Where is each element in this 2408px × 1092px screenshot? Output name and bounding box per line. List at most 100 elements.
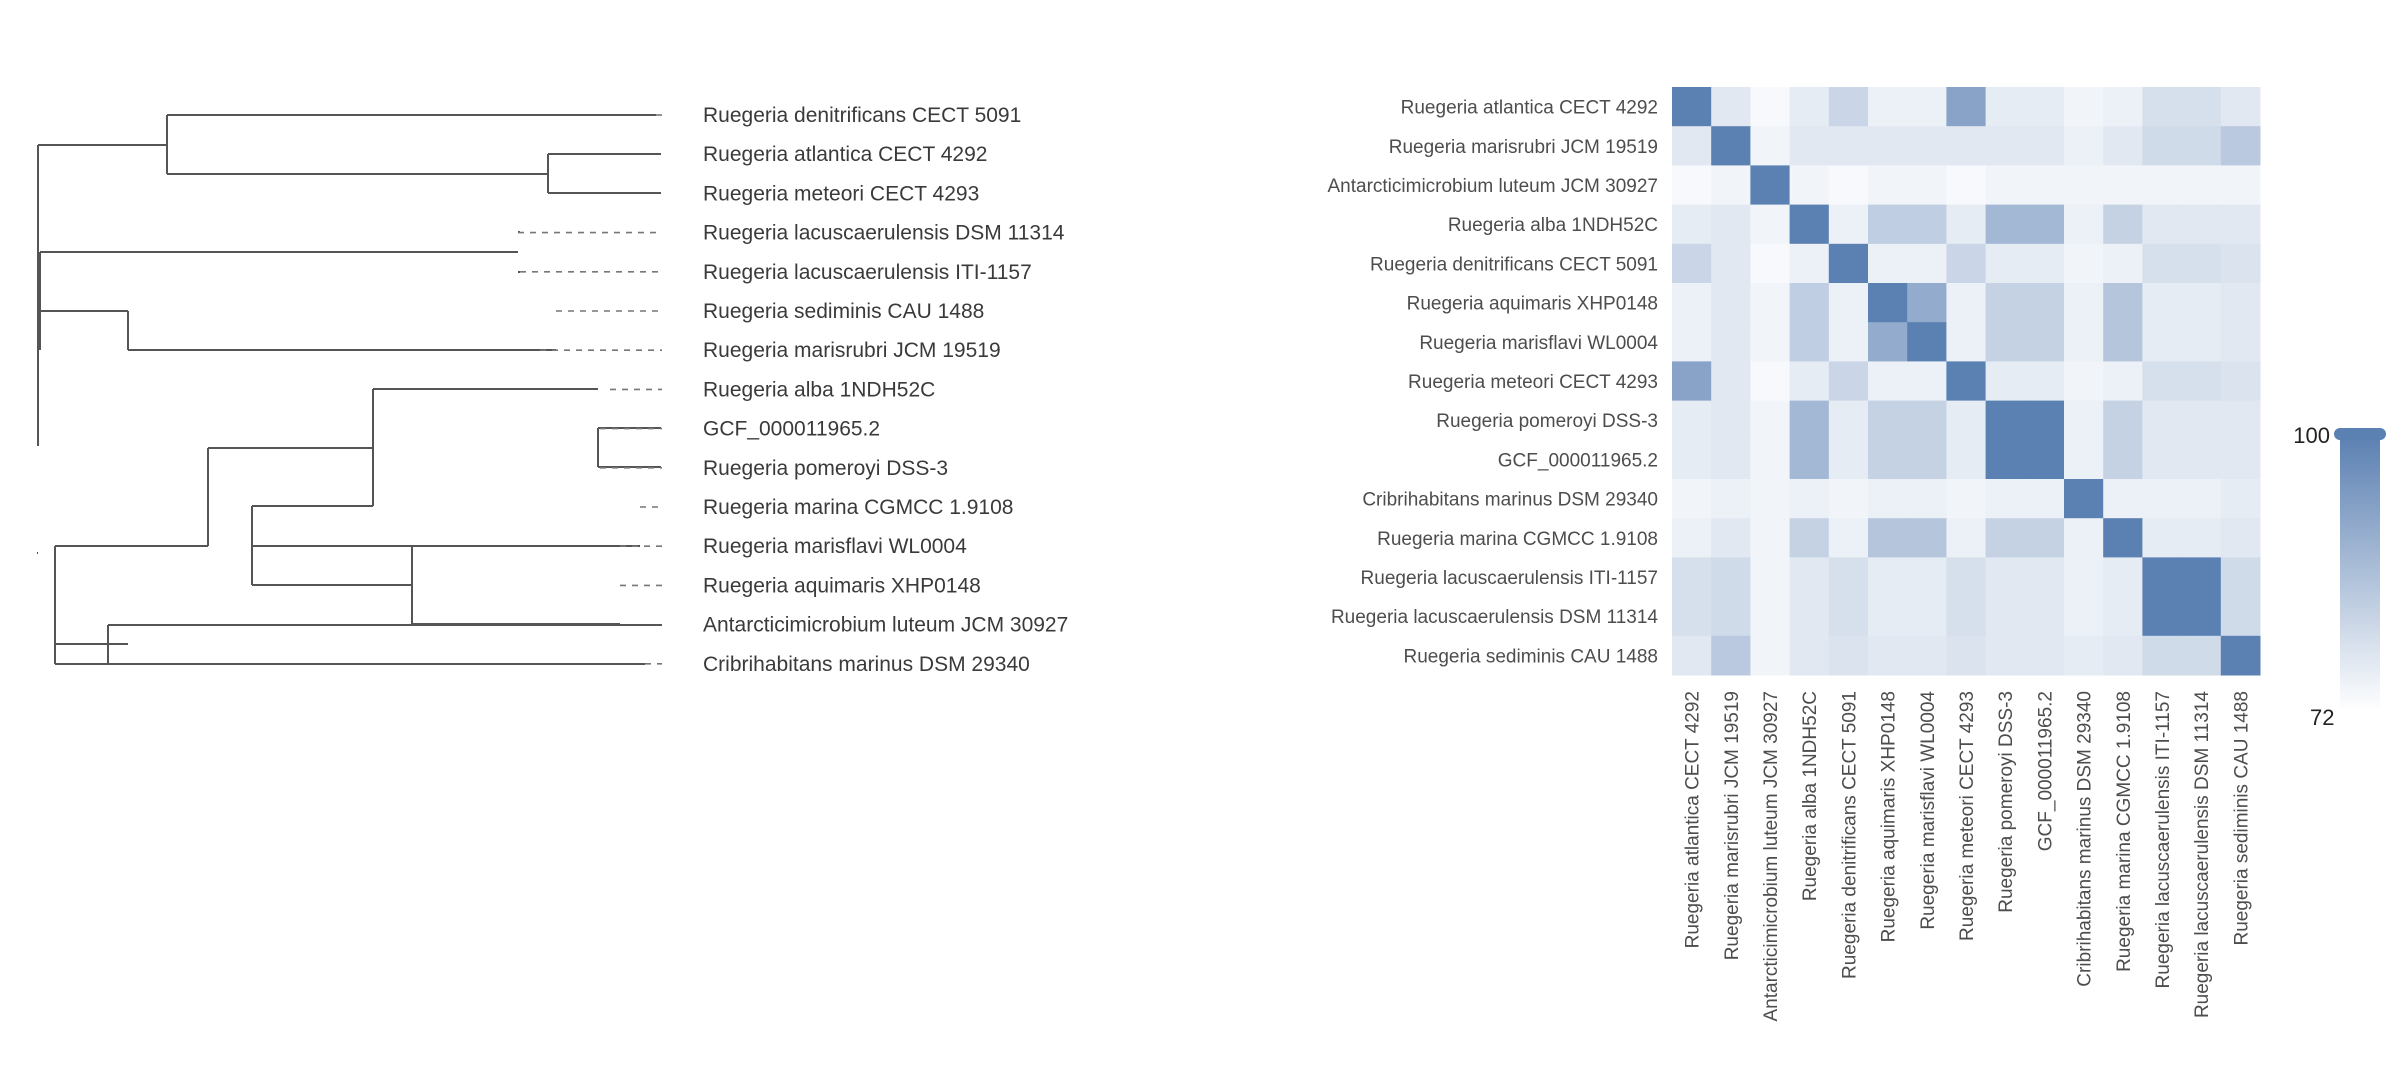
heatmap-cell xyxy=(2142,126,2183,166)
heatmap-cell xyxy=(2024,400,2065,441)
heatmap-cell xyxy=(1907,479,1947,519)
heatmap-column-label: Cribrihabitans marinus DSM 29340 xyxy=(2075,691,2096,987)
heatmap-cell xyxy=(2220,204,2261,245)
heatmap-cell xyxy=(1789,283,1830,323)
heatmap-cell xyxy=(2064,361,2104,402)
heatmap-cell xyxy=(1985,322,2026,362)
heatmap-row-label: Ruegeria alba 1NDH52C xyxy=(1448,215,1658,236)
tree-leaf-label: Ruegeria lacuscaerulensis ITI-1157 xyxy=(703,261,1032,284)
heatmap-cell xyxy=(2024,283,2065,323)
heatmap-cell xyxy=(1711,322,1751,362)
color-scale-min-label: 72 xyxy=(2310,705,2334,730)
heatmap-cell xyxy=(2103,439,2143,480)
heatmap-cell xyxy=(2103,126,2143,166)
heatmap-cell xyxy=(2103,204,2143,245)
heatmap-column-label: Ruegeria meteori CECT 4293 xyxy=(1957,691,1978,941)
heatmap-cell xyxy=(2181,596,2222,637)
heatmap-cell xyxy=(1868,400,1908,441)
heatmap-cell xyxy=(1946,439,1987,480)
phylogenetic-tree: Ruegeria denitrificans CECT 5091 Ruegeria… xyxy=(37,104,1068,676)
heatmap-cell xyxy=(1868,361,1908,402)
heatmap-cell xyxy=(1711,518,1751,558)
heatmap-cell xyxy=(2181,635,2222,676)
heatmap-cell xyxy=(1711,243,1751,284)
heatmap-cell xyxy=(2064,635,2104,676)
heatmap-cell xyxy=(1750,400,1791,441)
tree-leaf-label: Ruegeria aquimaris XHP0148 xyxy=(703,574,981,597)
heatmap-cell xyxy=(1789,439,1830,480)
heatmap-row-label: Ruegeria lacuscaerulensis DSM 11314 xyxy=(1331,607,1658,628)
heatmap-row-label: Ruegeria meteori CECT 4293 xyxy=(1408,372,1658,393)
heatmap-cell xyxy=(1946,204,1987,245)
heatmap-cell xyxy=(1789,518,1830,558)
heatmap-cell xyxy=(1946,283,1987,323)
heatmap-cell xyxy=(1789,479,1830,519)
heatmap-row-label: Ruegeria sediminis CAU 1488 xyxy=(1403,646,1658,667)
heatmap-cell xyxy=(1672,400,1712,441)
heatmap-cell xyxy=(2181,322,2222,362)
heatmap-cell xyxy=(1711,165,1751,206)
heatmap-cell xyxy=(2220,479,2261,519)
heatmap-cell xyxy=(1750,518,1791,558)
heatmap-cell xyxy=(1946,322,1987,362)
heatmap-column-label: Ruegeria lacuscaerulensis DSM 11314 xyxy=(2192,691,2213,1018)
heatmap-cell xyxy=(1907,635,1947,676)
color-scale-handle[interactable] xyxy=(2334,428,2386,440)
heatmap-cell xyxy=(2103,596,2143,637)
heatmap-cell xyxy=(1828,361,1869,402)
heatmap-cell xyxy=(1985,518,2026,558)
heatmap-cell xyxy=(1946,361,1987,402)
heatmap-cell xyxy=(2142,165,2183,206)
heatmap-cell xyxy=(1711,126,1751,166)
heatmap-cell xyxy=(2064,518,2104,558)
heatmap-cell xyxy=(1985,400,2026,441)
heatmap-row-label: Ruegeria lacuscaerulensis ITI-1157 xyxy=(1361,568,1658,589)
heatmap-cell xyxy=(1672,635,1712,676)
heatmap-cell xyxy=(1711,400,1751,441)
heatmap-cell xyxy=(1828,322,1869,362)
heatmap-cell xyxy=(1789,400,1830,441)
heatmap-cell xyxy=(2103,557,2143,598)
color-scale-bar xyxy=(2340,436,2380,711)
heatmap-cell xyxy=(1868,87,1908,127)
heatmap-cell xyxy=(1828,243,1869,284)
heatmap-cell xyxy=(2220,283,2261,323)
heatmap-cell xyxy=(1789,87,1830,127)
heatmap-cell xyxy=(1907,243,1947,284)
tree-leaf-label: Ruegeria lacuscaerulensis DSM 11314 xyxy=(703,222,1065,245)
heatmap-cell xyxy=(1907,439,1947,480)
heatmap-cell xyxy=(1907,126,1947,166)
heatmap-cell xyxy=(2064,283,2104,323)
heatmap-cell xyxy=(2024,126,2065,166)
heatmap-cell xyxy=(2142,479,2183,519)
heatmap-cell xyxy=(1672,126,1712,166)
heatmap-cell xyxy=(1868,283,1908,323)
heatmap-column-label: Ruegeria marisrubri JCM 19519 xyxy=(1722,691,1743,960)
heatmap-cell xyxy=(2103,165,2143,206)
heatmap-cell xyxy=(1868,518,1908,558)
heatmap-cell xyxy=(1828,635,1869,676)
heatmap-cell xyxy=(1907,400,1947,441)
heatmap-cell xyxy=(2181,283,2222,323)
heatmap-cell xyxy=(1789,361,1830,402)
heatmap-cell xyxy=(2024,518,2065,558)
color-scale: 100 72 xyxy=(2293,423,2386,730)
heatmap-cell xyxy=(2142,557,2183,598)
heatmap-cell xyxy=(2024,479,2065,519)
heatmap-cell xyxy=(1985,243,2026,284)
heatmap-cell xyxy=(2181,165,2222,206)
heatmap-row-label: Ruegeria aquimaris XHP0148 xyxy=(1407,294,1658,315)
heatmap-cell xyxy=(2181,479,2222,519)
heatmap-column-label: Ruegeria lacuscaerulensis ITI-1157 xyxy=(2153,691,2174,988)
heatmap-cell xyxy=(2220,87,2261,127)
heatmap-cell xyxy=(1985,439,2026,480)
tree-leaf-label: Ruegeria marisflavi WL0004 xyxy=(703,535,967,558)
heatmap-cell xyxy=(2181,361,2222,402)
heatmap-cell xyxy=(2220,400,2261,441)
heatmap-cell xyxy=(1985,596,2026,637)
heatmap-cell xyxy=(1985,361,2026,402)
heatmap-cell xyxy=(1828,439,1869,480)
heatmap-cell xyxy=(2064,596,2104,637)
heatmap-cell xyxy=(1789,204,1830,245)
heatmap-cell xyxy=(1672,439,1712,480)
